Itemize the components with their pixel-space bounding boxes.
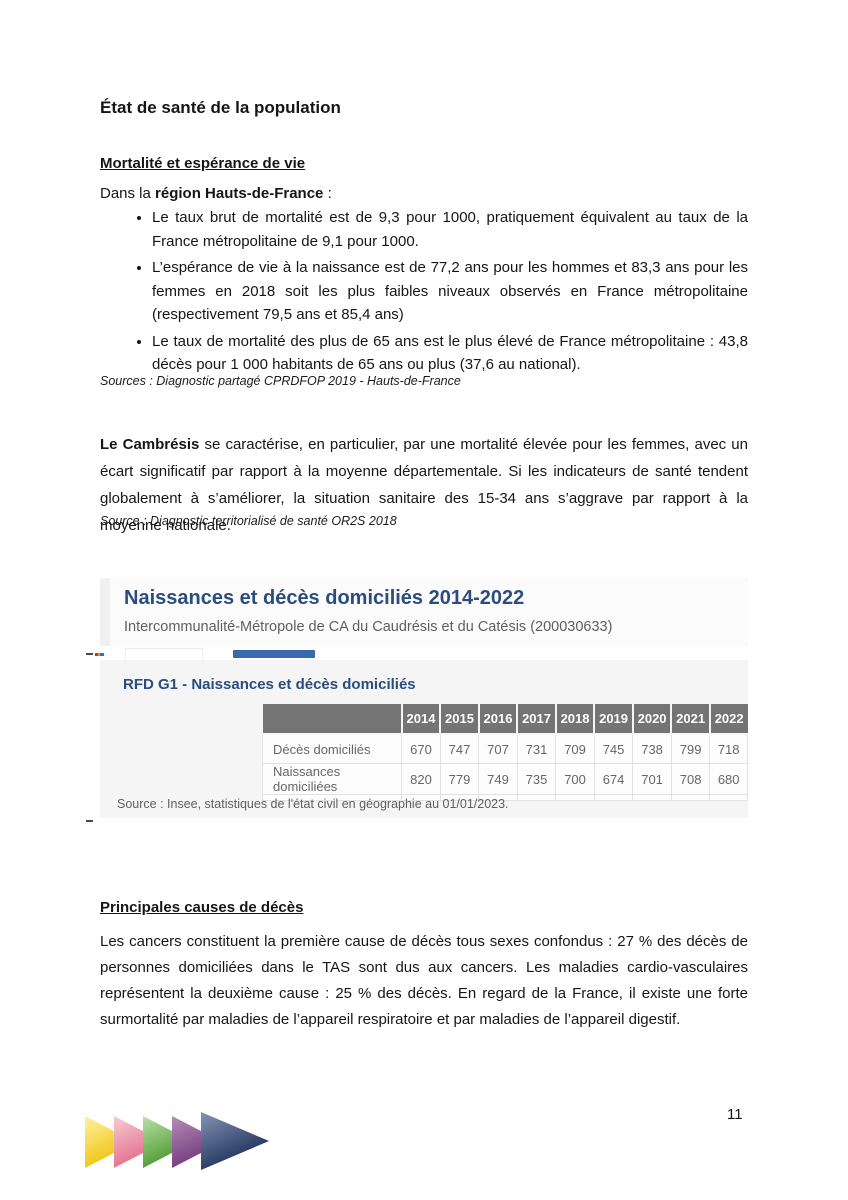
intro-region-bold: région Hauts-de-France bbox=[155, 185, 324, 202]
causes-paragraph: Les cancers constituent la première caus… bbox=[100, 933, 748, 1028]
causes-section-heading: Principales causes de décès bbox=[100, 899, 304, 916]
cropped-active-tab-indicator bbox=[233, 650, 315, 658]
value-cell: 820 bbox=[401, 763, 441, 795]
births-deaths-table: 2014 2015 2016 2017 2018 2019 2020 2021 … bbox=[261, 704, 748, 801]
value-cell: 731 bbox=[516, 733, 557, 764]
crop-handle-bottom bbox=[86, 820, 93, 822]
crop-handle-top bbox=[86, 653, 93, 655]
table-header-row: 2014 2015 2016 2017 2018 2019 2020 2021 … bbox=[262, 704, 748, 735]
year-header: 2014 bbox=[400, 704, 441, 735]
value-cell: 718 bbox=[709, 733, 748, 764]
page-title: État de santé de la population bbox=[100, 98, 341, 117]
corner-cell bbox=[262, 704, 402, 735]
bullet-item: Le taux de mortalité des plus de 65 ans … bbox=[152, 330, 748, 377]
insee-screenshot-header: Naissances et décès domiciliés 2014-2022… bbox=[100, 578, 748, 646]
cropped-favicon-dash bbox=[95, 653, 104, 656]
cambresis-lead-bold: Le Cambrésis bbox=[100, 436, 200, 453]
value-cell: 708 bbox=[670, 763, 711, 795]
value-cell: 709 bbox=[555, 733, 595, 764]
insee-title: Naissances et décès domiciliés 2014-2022 bbox=[124, 587, 525, 609]
cambresis-paragraph: Le Cambrésis se caractérise, en particul… bbox=[100, 431, 748, 539]
year-header: 2021 bbox=[670, 704, 710, 735]
cambresis-text: se caractérise, en particulier, par une … bbox=[100, 436, 748, 534]
insee-source-note: Source : Insee, statistiques de l'état c… bbox=[117, 797, 509, 811]
intro-suffix: : bbox=[323, 185, 332, 202]
bullet-item: L’espérance de vie à la naissance est de… bbox=[152, 256, 748, 327]
year-header: 2019 bbox=[593, 704, 633, 735]
value-cell: 749 bbox=[478, 763, 518, 795]
value-cell: 735 bbox=[516, 763, 557, 795]
logo-triangle-navy-icon bbox=[201, 1112, 269, 1170]
value-cell: 779 bbox=[439, 763, 480, 795]
value-cell: 745 bbox=[593, 733, 634, 764]
insee-figure-card: RFD G1 - Naissances et décès domiciliés … bbox=[100, 660, 748, 818]
insee-control-strip bbox=[95, 646, 748, 661]
row-label: Décès domiciliés bbox=[261, 733, 403, 764]
year-header: 2017 bbox=[516, 704, 556, 735]
page-number: 11 bbox=[727, 1106, 743, 1123]
mortality-section-heading: Mortalité et espérance de vie bbox=[100, 155, 306, 172]
year-header: 2016 bbox=[477, 704, 518, 735]
intro-prefix: Dans la bbox=[100, 185, 156, 202]
header-left-strip bbox=[100, 578, 110, 646]
mortality-intro: Dans la région Hauts-de-France : bbox=[100, 181, 748, 207]
row-label: Naissances domiciliées bbox=[261, 763, 403, 795]
value-cell: 670 bbox=[401, 733, 441, 764]
bullet-item: Le taux brut de mortalité est de 9,3 pou… bbox=[152, 206, 748, 253]
value-cell: 680 bbox=[709, 763, 748, 795]
value-cell: 747 bbox=[439, 733, 480, 764]
year-header: 2020 bbox=[631, 704, 672, 735]
year-header: 2015 bbox=[439, 704, 479, 735]
value-cell: 738 bbox=[632, 733, 672, 764]
footer-logo bbox=[85, 1112, 275, 1172]
insee-screenshot: Naissances et décès domiciliés 2014-2022… bbox=[95, 578, 748, 820]
sources-note-cprdfop: Sources : Diagnostic partagé CPRDFOP 201… bbox=[100, 374, 461, 388]
table-row-deaths: Décès domiciliés 670 747 707 731 709 745… bbox=[261, 733, 748, 764]
year-header: 2022 bbox=[708, 704, 748, 735]
value-cell: 701 bbox=[632, 763, 672, 795]
value-cell: 674 bbox=[593, 763, 634, 795]
table-row-cropped bbox=[261, 794, 748, 801]
source-note-or2s: Source : Diagnostic territorialisé de sa… bbox=[100, 514, 397, 528]
value-cell: 799 bbox=[670, 733, 711, 764]
value-cell: 707 bbox=[478, 733, 518, 764]
table-row-births: Naissances domiciliées 820 779 749 735 7… bbox=[261, 763, 748, 795]
figure-heading: RFD G1 - Naissances et décès domiciliés bbox=[123, 676, 416, 693]
value-cell: 700 bbox=[555, 763, 595, 795]
insee-subtitle: Intercommunalité-Métropole de CA du Caud… bbox=[124, 619, 613, 635]
year-header: 2018 bbox=[554, 704, 595, 735]
mortality-bullet-list: Le taux brut de mortalité est de 9,3 pou… bbox=[100, 206, 748, 380]
